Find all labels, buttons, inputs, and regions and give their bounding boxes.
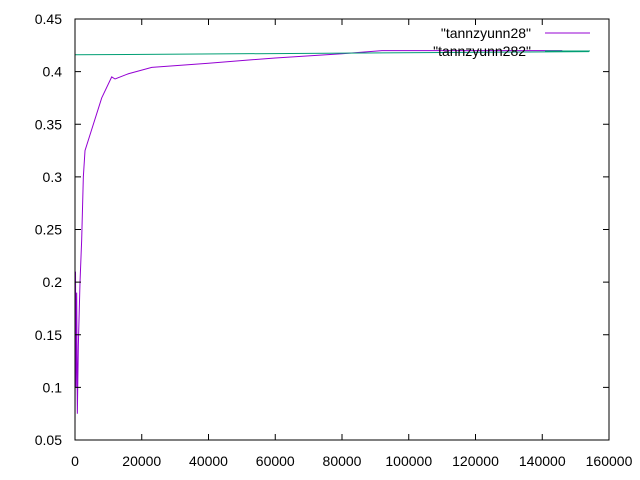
x-tick-label-9: 160000 (586, 453, 633, 469)
axes-layer: 0 20000 40000 60000 80000 100000 120000 140000 1… (35, 11, 633, 469)
x-tick-label-4: 60000 (256, 453, 295, 469)
y-tick-label-4: 0.2 (43, 274, 63, 290)
x-tick-label-8: 140000 (519, 453, 566, 469)
x-tick-label-1: 0 (71, 453, 79, 469)
y-tick-label-6: 0.3 (43, 169, 63, 185)
series-line-1 (74, 50, 563, 425)
legend: "tannzyunn28" "tannzyunn282" (433, 25, 590, 59)
y-tick-label-7: 0.35 (35, 116, 62, 132)
y-tick-label-5: 0.25 (35, 222, 62, 238)
y-tick-label-8: 0.4 (43, 64, 63, 80)
y-tick-label-2: 0.1 (43, 379, 63, 395)
x-tick-label-2: 20000 (122, 453, 161, 469)
y-tick-label-3: 0.15 (35, 327, 62, 343)
x-tick-label-6: 100000 (385, 453, 432, 469)
series-line-2 (74, 51, 589, 56)
x-tick-label-3: 40000 (189, 453, 228, 469)
legend-label-2: "tannzyunn282" (433, 43, 531, 59)
x-tick-label-5: 80000 (323, 453, 362, 469)
y-tick-label-1: 0.05 (35, 432, 62, 448)
x-tick-label-7: 120000 (452, 453, 499, 469)
y-tick-label-9: 0.45 (35, 11, 62, 27)
series-layer (74, 50, 589, 425)
legend-label-1: "tannzyunn28" (441, 25, 531, 41)
